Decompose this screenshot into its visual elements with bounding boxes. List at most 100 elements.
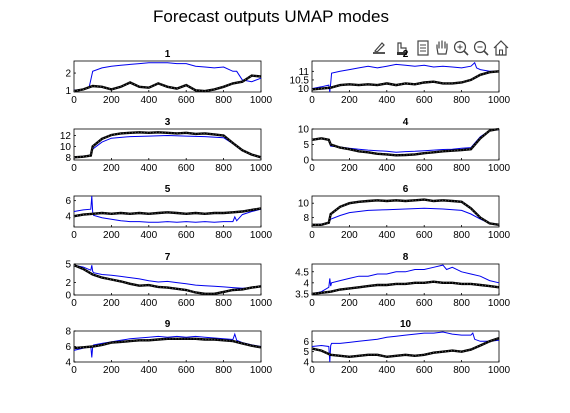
x-tick-label: 0 xyxy=(71,365,77,376)
actual-series-line xyxy=(73,264,262,289)
y-tick-label: 5 xyxy=(303,347,309,358)
y-tick-label: 4 xyxy=(65,212,71,223)
zoom-in-icon[interactable] xyxy=(453,40,469,56)
x-tick-label: 800 xyxy=(453,163,470,174)
x-tick-label: 800 xyxy=(453,95,470,106)
y-tick-label: 5 xyxy=(303,140,309,151)
forecast-series-markers xyxy=(73,338,262,349)
x-tick-label: 400 xyxy=(378,163,395,174)
y-tick-label: 8 xyxy=(303,213,309,224)
y-tick-label: 12 xyxy=(60,131,72,142)
x-tick-label: 600 xyxy=(178,163,195,174)
actual-series-line xyxy=(311,331,500,363)
x-tick-label: 400 xyxy=(378,95,395,106)
x-tick-label: 0 xyxy=(309,95,315,106)
y-tick-label: 10 xyxy=(60,142,72,153)
actual-series-line xyxy=(311,264,500,295)
axes-box xyxy=(73,330,262,363)
x-tick-label: 600 xyxy=(178,230,195,241)
axes-box xyxy=(311,60,500,93)
y-tick-label: 2 xyxy=(65,69,71,80)
subplot-10: 10 0 200 400 600 800 1000 456 xyxy=(303,319,510,376)
y-tick-label: 10.5 xyxy=(290,75,310,86)
x-tick-label: 600 xyxy=(416,95,433,106)
x-tick-label: 1000 xyxy=(250,163,273,174)
x-tick-label: 600 xyxy=(416,298,433,309)
axes-box xyxy=(311,330,500,363)
x-tick-label: 1000 xyxy=(250,365,273,376)
subplot-9: 9 0 200 400 600 800 1000 4 6 8 xyxy=(65,319,272,376)
y-tick-label: 4.5 xyxy=(295,267,309,278)
x-tick-label: 800 xyxy=(453,365,470,376)
actual-series-line xyxy=(311,61,499,93)
subplot-title: 4 xyxy=(403,117,409,128)
x-tick-label: 800 xyxy=(215,365,232,376)
x-tick-label: 200 xyxy=(103,365,120,376)
subplot-8: 8 0 200 400 600 800 1000 3.544.5 xyxy=(295,252,510,309)
x-tick-label: 0 xyxy=(71,230,77,241)
x-tick-label: 1000 xyxy=(250,230,273,241)
y-tick-label: 10 xyxy=(298,199,310,210)
y-tick-label: 8 xyxy=(65,153,71,164)
x-tick-label: 1000 xyxy=(488,298,511,309)
x-tick-label: 1000 xyxy=(488,95,511,106)
y-tick-label: 6 xyxy=(303,337,309,348)
x-tick-label: 200 xyxy=(103,95,120,106)
subplot-title: 10 xyxy=(400,319,412,330)
x-tick-label: 400 xyxy=(140,365,157,376)
x-tick-label: 200 xyxy=(341,298,358,309)
insert-colorbar-icon[interactable] xyxy=(417,40,429,56)
forecast-series-markers xyxy=(73,207,262,217)
forecast-series-markers xyxy=(73,264,262,295)
forecast-series-markers xyxy=(311,281,500,295)
x-tick-label: 1000 xyxy=(488,230,511,241)
x-tick-label: 800 xyxy=(215,163,232,174)
subplot-5: 5 0 200 400 600 800 1000 4 6 xyxy=(65,184,272,241)
x-tick-label: 200 xyxy=(341,95,358,106)
subplot-title: 1 xyxy=(165,49,171,60)
subplot-title: 8 xyxy=(403,252,409,263)
forecast-series-line xyxy=(73,74,262,93)
y-tick-label: 10 xyxy=(298,84,310,95)
x-tick-label: 600 xyxy=(416,230,433,241)
y-tick-label: 6 xyxy=(65,196,71,207)
x-tick-label: 400 xyxy=(378,298,395,309)
zoom-out-icon[interactable] xyxy=(473,40,489,56)
forecast-series-line xyxy=(73,131,262,159)
subplot-title: 9 xyxy=(165,319,171,330)
x-tick-label: 200 xyxy=(341,365,358,376)
x-tick-label: 400 xyxy=(140,95,157,106)
subplot-title: 2 xyxy=(403,49,409,60)
x-tick-label: 200 xyxy=(341,230,358,241)
y-tick-label: 0 xyxy=(65,291,71,302)
forecast-series-line xyxy=(311,70,500,91)
y-tick-label: 0 xyxy=(303,156,309,167)
x-tick-label: 200 xyxy=(103,298,120,309)
forecast-series-markers xyxy=(312,198,500,226)
home-icon[interactable] xyxy=(493,40,509,56)
x-tick-label: 1000 xyxy=(250,95,273,106)
y-tick-label: 3.5 xyxy=(295,289,309,300)
subplot-title: 3 xyxy=(165,117,171,128)
figure-toolbar xyxy=(373,40,509,56)
x-tick-label: 200 xyxy=(103,163,120,174)
x-tick-label: 0 xyxy=(309,230,315,241)
pan-hand-icon[interactable] xyxy=(436,40,448,55)
data-cursor-icon[interactable] xyxy=(397,42,407,55)
x-tick-label: 400 xyxy=(378,230,395,241)
x-tick-label: 1000 xyxy=(250,298,273,309)
subplot-6: 6 0 200 400 600 800 1000 8 10 xyxy=(298,184,511,241)
axes-box xyxy=(73,128,262,161)
x-tick-label: 600 xyxy=(178,95,195,106)
brush-icon[interactable] xyxy=(373,42,385,54)
y-tick-label: 5 xyxy=(65,260,71,271)
y-tick-label: 6 xyxy=(65,342,71,353)
subplot-title: 6 xyxy=(403,184,409,195)
actual-series-line xyxy=(73,62,262,91)
y-tick-label: 11 xyxy=(299,67,310,78)
figure-title: Forecast outputs UMAP modes xyxy=(153,7,389,26)
